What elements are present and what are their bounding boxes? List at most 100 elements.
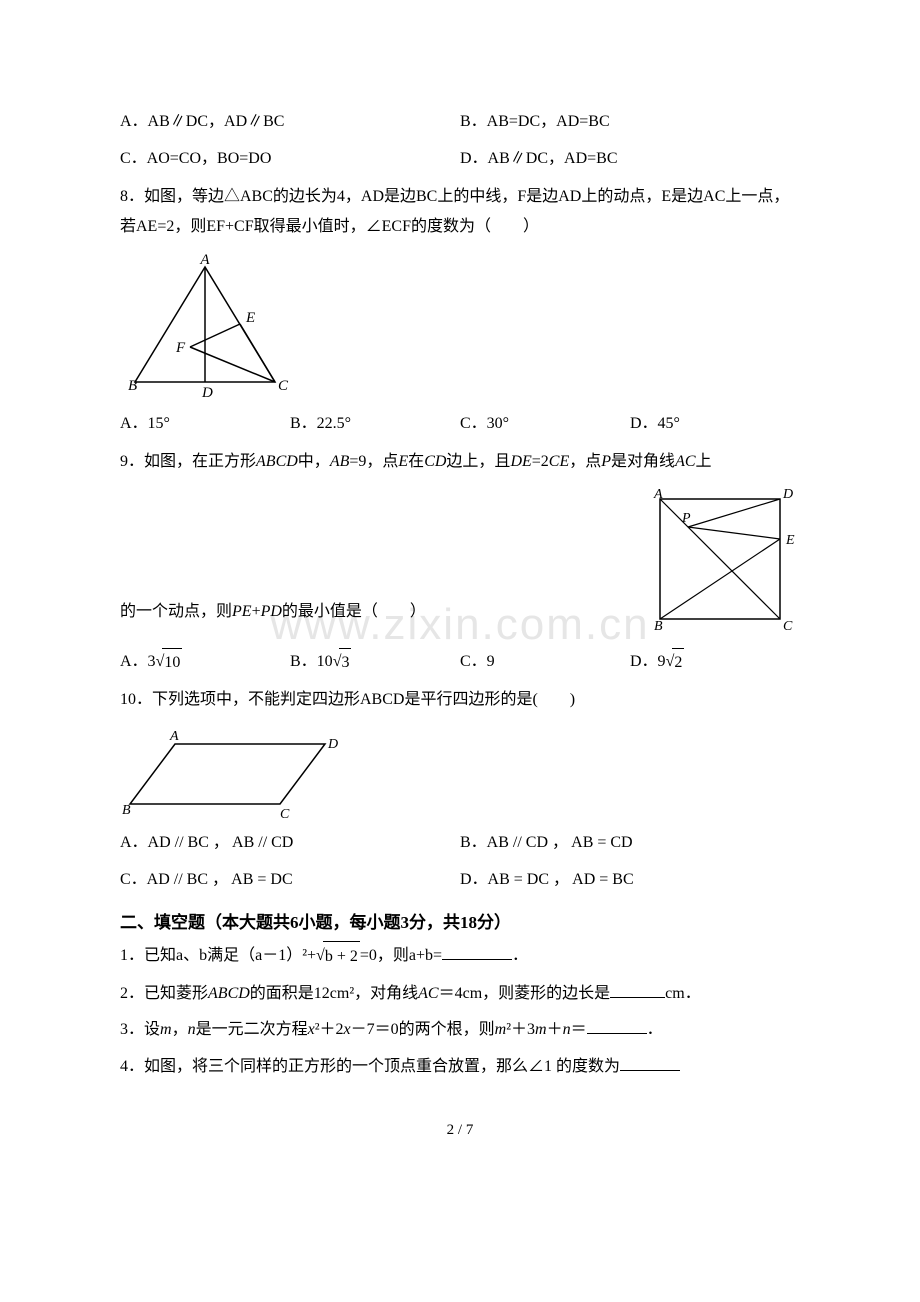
q9-tt: 的一个动点，则 [120,603,232,620]
q9-svg: A B C D E P [640,484,800,634]
q9-t9: 上 [696,453,712,470]
q8-opt-b: B．22.5° [290,410,460,439]
f1-tail: ． [512,947,528,964]
q10-text: 10．下列选项中，不能判定四边形ABCD是平行四边形的是( ) [120,685,800,715]
label-b: B [654,619,663,634]
label-a: A [653,487,663,502]
sqrt-icon: √3 [333,648,352,678]
q9-pd: PD [261,603,282,620]
f3-c: ， [172,1021,188,1038]
q9-opt-d: D．9√2 [630,648,800,678]
q9-d-pre: D．9 [630,653,666,670]
q8-text: 8．如图，等边△ABC的边长为4，AD是边BC上的中线，F是边AD上的动点，E是… [120,182,800,243]
q7-options-row1: A．AB∥DC，AD∥BC B．AB=DC，AD=BC [120,108,800,137]
q9-abcd: ABCD [256,453,298,470]
parallelogram [130,744,325,804]
q9-opt-b: B．10√3 [290,648,460,678]
label-c: C [278,378,289,394]
f3-m2: m [495,1021,507,1038]
sqrt-icon: √10 [156,648,183,678]
q9-b-rad: 3 [339,648,351,678]
label-d: D [201,385,213,401]
blank-input [620,1055,680,1071]
q10-options-row2: C．AD // BC ， AB = DC D．AB = DC ， AD = BC [120,866,800,895]
f3-eq2: －7＝0的两个根，则 [351,1021,495,1038]
label-b: B [122,803,131,818]
label-d: D [782,487,793,502]
q7-opt-c: C．AO=CO，BO=DO [120,145,460,174]
q9-tail: 的一个动点，则PE+PD的最小值是（ ） [120,597,620,627]
q7-opt-b: B．AB=DC，AD=BC [460,108,800,137]
f3-m3: m [535,1021,547,1038]
line-be [660,539,780,619]
page-number: 2 / 7 [120,1122,800,1139]
line-ec [240,324,275,382]
q9-opt-c: C．9 [460,648,630,678]
q9-min: 的最小值是（ ） [282,603,426,620]
f3-n: n [188,1021,196,1038]
label-e: E [785,533,795,548]
f3-m: m [160,1021,172,1038]
label-b: B [128,378,137,394]
q9-t8: 是对角线 [611,453,675,470]
q9-cd: CD [424,453,446,470]
label-a: A [169,729,179,744]
fill1: 1．已知a、b满足（a－1）²+√b + 2=0，则a+b=． [120,941,800,972]
q9-p: P [601,453,611,470]
q9-t3: =9，点 [349,453,398,470]
sqrt-icon: √2 [666,648,685,678]
f3-x2: x [344,1021,351,1038]
q10-options-row1: A．AD // BC ， AB // CD B．AB // CD ， AB = … [120,829,800,858]
label-a: A [199,252,210,268]
f3-tail: ． [647,1021,663,1038]
q10-svg: A D B C [120,726,340,821]
q10-opt-c: C．AD // BC ， AB = DC [120,866,460,895]
f3-x: x [308,1021,315,1038]
f1-rad: b + 2 [323,941,360,972]
q9-line1: 9．如图，在正方形ABCD中，AB=9，点E在CD边上，且DE=2CE，点P是对… [120,447,800,477]
fill4: 4．如图，将三个同样的正方形的一个顶点重合放置，那么∠1 的度数为 [120,1052,800,1082]
q8-svg: A B C D E F [120,252,300,402]
label-c: C [783,619,793,634]
q9-a-pre: A．3 [120,653,156,670]
blank-input [610,982,665,998]
q9-opt-a: A．3√10 [120,648,290,678]
page-content: A．AB∥DC，AD∥BC B．AB=DC，AD=BC C．AO=CO，BO=D… [120,108,800,1139]
label-c: C [280,807,290,821]
label-d: D [327,737,338,752]
q9-t7: ，点 [569,453,601,470]
line-pd [688,499,780,527]
label-p: P [681,511,691,526]
f2-tail: cm． [665,985,701,1002]
q9-t2: 中， [298,453,330,470]
f2-post: ＝4cm，则菱形的边长是 [439,985,611,1002]
q8-figure: A B C D E F [120,252,800,402]
f3-plus: ＋ [547,1021,563,1038]
q9-t1: 9．如图，在正方形 [120,453,256,470]
f3-eq: ²＋2 [315,1021,344,1038]
f3-pre: 3．设 [120,1021,160,1038]
q10-opt-a: A．AD // BC ， AB // CD [120,829,460,858]
f2-mid: 的面积是12cm²，对角线 [250,985,418,1002]
label-f: F [175,340,186,356]
q9-ab: AB [330,453,350,470]
q7-options-row2: C．AO=CO，BO=DO D．AB∥DC，AD=BC [120,145,800,174]
q9-d-rad: 2 [672,648,684,678]
line-fe [190,324,240,347]
q10-opt-d: D．AB = DC ， AD = BC [460,866,800,895]
q9-plus: + [252,603,261,620]
fill2: 2．已知菱形ABCD的面积是12cm²，对角线AC＝4cm，则菱形的边长是cm． [120,979,800,1009]
q9-de: DE [510,453,531,470]
fill3: 3．设m，n是一元二次方程x²＋2x－7＝0的两个根，则m²＋3m＋n＝． [120,1015,800,1045]
line-fc [190,347,275,382]
q9-t6: =2 [532,453,549,470]
f3-n2: n [563,1021,571,1038]
q9-e: E [398,453,408,470]
q9-ac: AC [675,453,695,470]
q8-opt-c: C．30° [460,410,630,439]
f3-eq4: ＝ [571,1021,587,1038]
q8-opt-a: A．15° [120,410,290,439]
f3-mid: 是一元二次方程 [196,1021,308,1038]
q9-line2: 的一个动点，则PE+PD的最小值是（ ） A B C D E P [120,484,800,634]
f1-post: =0，则a+b= [360,947,442,964]
